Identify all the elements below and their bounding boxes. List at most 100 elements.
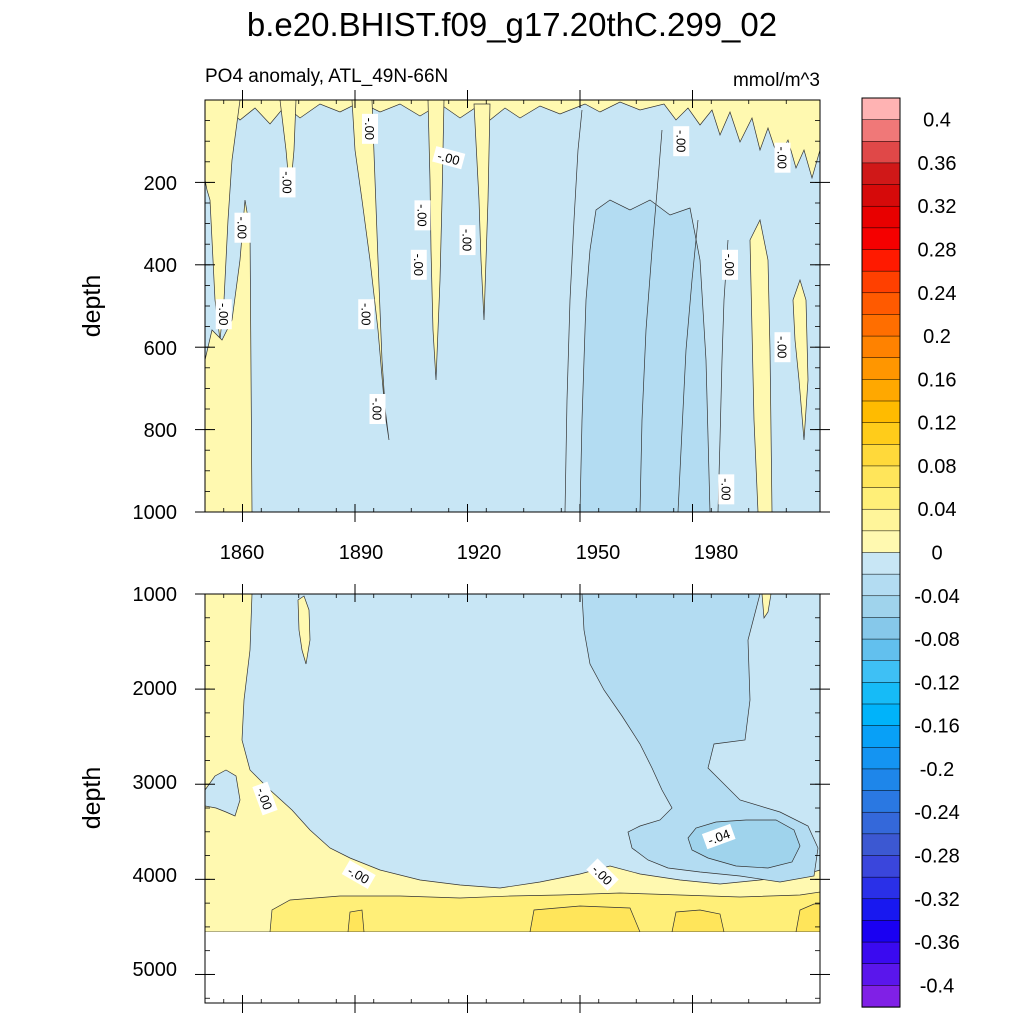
colorbar-cell	[861, 422, 901, 445]
contour-label-bg	[673, 126, 690, 157]
contour-label: -.00	[774, 142, 791, 173]
contour-label: -.00	[432, 146, 466, 170]
colorbar-cell	[861, 790, 901, 813]
figure-title: b.e20.BHIST.f09_g17.20thC.299_02	[247, 6, 777, 43]
colorbar-cell	[861, 768, 901, 792]
colorbar-frame	[861, 97, 901, 1008]
contour-label-text: -.00	[775, 336, 790, 358]
upper-xtick-label: 1920	[457, 542, 502, 564]
contour-label-bg	[722, 249, 738, 280]
upper-contour-line-2	[639, 129, 663, 513]
upper-ytick-labels: 200 400 600 800 1000	[133, 173, 178, 524]
colorbar-cell	[861, 357, 901, 381]
colorbar-cell	[861, 335, 901, 359]
colorbar-cell	[861, 963, 901, 987]
contour-label-bg	[234, 212, 251, 243]
contour-label-text: -.00	[718, 478, 733, 500]
colorbar-tick-label: 0.08	[918, 456, 957, 478]
colorbar-cell	[861, 292, 901, 316]
lower-ytick-label: 3000	[133, 772, 178, 794]
contour-label-bg	[369, 394, 386, 424]
upper-positive-column-1920	[473, 103, 491, 321]
colorbar-cell	[861, 898, 901, 922]
colorbar-tick-label: 0.32	[918, 196, 957, 218]
upper-ytick-label: 400	[144, 255, 177, 277]
contour-label: -.00	[459, 225, 476, 256]
contour-label: -.00	[358, 299, 375, 330]
colorbar-cell	[861, 162, 901, 186]
contour-label-bg	[252, 781, 278, 816]
contour-label-bg	[774, 332, 791, 363]
colorbar-cell	[861, 595, 901, 619]
colorbar-tick-label: 0.2	[923, 326, 951, 348]
contour-label: -.00	[215, 299, 232, 330]
contour-label: -.00	[722, 249, 738, 280]
contour-label-text: -.00	[775, 146, 790, 168]
colorbar-tick-label: -0.04	[914, 586, 960, 608]
upper-ytick-label: 800	[144, 420, 177, 442]
colorbar-cells	[861, 97, 901, 1008]
upper-contour-line-3	[677, 219, 699, 513]
lower-ytick-label: 5000	[133, 959, 178, 981]
contour-label-text: -.00	[362, 118, 377, 140]
upper-contour-labels: -.00 -.00 -.00 -.00 -.00 -.00 -.00 -.00 -.00 -.00…	[215, 113, 791, 505]
contour-label-text: -.00	[436, 148, 462, 168]
colorbar-cell	[861, 97, 901, 121]
colorbar-cell	[861, 811, 901, 835]
contour-label-text: -.00	[460, 229, 475, 251]
colorbar-cell	[861, 487, 901, 510]
contour-label: -.00	[774, 332, 791, 363]
colorbar-tick-label: 0.36	[918, 153, 957, 175]
contour-label-bg	[358, 299, 375, 330]
colorbar-tick-labels: 0.4 0.36 0.32 0.28 0.24 0.2 0.16 0.12 0.08 0.04 0 -…	[914, 110, 960, 998]
colorbar-cell	[861, 985, 901, 1008]
lower-positive-strong-2	[529, 905, 641, 933]
contour-label-bg	[410, 249, 427, 280]
colorbar-cell	[861, 747, 901, 770]
colorbar-tick-label: -0.16	[914, 716, 960, 738]
colorbar-tick-label: 0.24	[918, 283, 957, 305]
contour-label-bg	[215, 299, 232, 330]
contour-label-text: -.00	[415, 204, 430, 226]
colorbar-tick-label: 0.04	[918, 499, 957, 521]
contour-label-bg	[362, 113, 378, 144]
colorbar-cell	[861, 184, 901, 207]
colorbar-tick-label: 0.28	[918, 240, 957, 262]
colorbar-cell	[861, 920, 901, 943]
upper-xtick-label: 1860	[220, 542, 265, 564]
colorbar-cell	[861, 530, 901, 554]
contour-label: -.04	[701, 823, 736, 850]
contour-label-bg	[432, 146, 466, 170]
colorbar-cell	[861, 379, 901, 402]
lower-panel: 1000 2000 3000 4000 5000 depth -.00-.00-…	[78, 584, 830, 1013]
colorbar-cell	[861, 400, 901, 424]
colorbar-tick-label: -0.4	[920, 975, 954, 997]
contour-label-bg	[459, 225, 476, 256]
contour-label-bg	[701, 823, 736, 850]
contour-label: -.00	[252, 781, 278, 816]
colorbar-cell	[861, 876, 901, 900]
contour-label: -.00	[673, 126, 690, 157]
colorbar: 0.4 0.36 0.32 0.28 0.24 0.2 0.16 0.12 0.08 0.04 0 -…	[861, 97, 960, 1008]
upper-contour-line-1	[564, 109, 583, 513]
upper-xtick-label: 1980	[694, 542, 739, 564]
lower-positive-strong-3	[671, 909, 725, 933]
colorbar-cell	[861, 227, 901, 251]
contour-label-text: -.00	[358, 303, 373, 325]
colorbar-tick-label: -0.12	[914, 672, 960, 694]
upper-xtick-label: 1890	[339, 542, 384, 564]
colorbar-cell	[861, 119, 901, 142]
contour-label-bg	[586, 858, 619, 891]
upper-ytick-label: 600	[144, 338, 177, 360]
upper-left-label: PO4 anomaly, ATL_49N-66N	[205, 66, 448, 87]
lower-negative-left-wedge	[204, 769, 241, 817]
contour-label-text: -.00	[722, 254, 737, 276]
contour-label-text: -.04	[706, 826, 732, 848]
colorbar-tick-label: 0.16	[918, 369, 957, 391]
colorbar-cell	[861, 465, 901, 489]
upper-negative-fill	[205, 100, 820, 512]
lower-blank-area	[205, 932, 820, 1003]
colorbar-cell	[861, 141, 901, 164]
colorbar-tick-label: -0.28	[914, 846, 960, 868]
